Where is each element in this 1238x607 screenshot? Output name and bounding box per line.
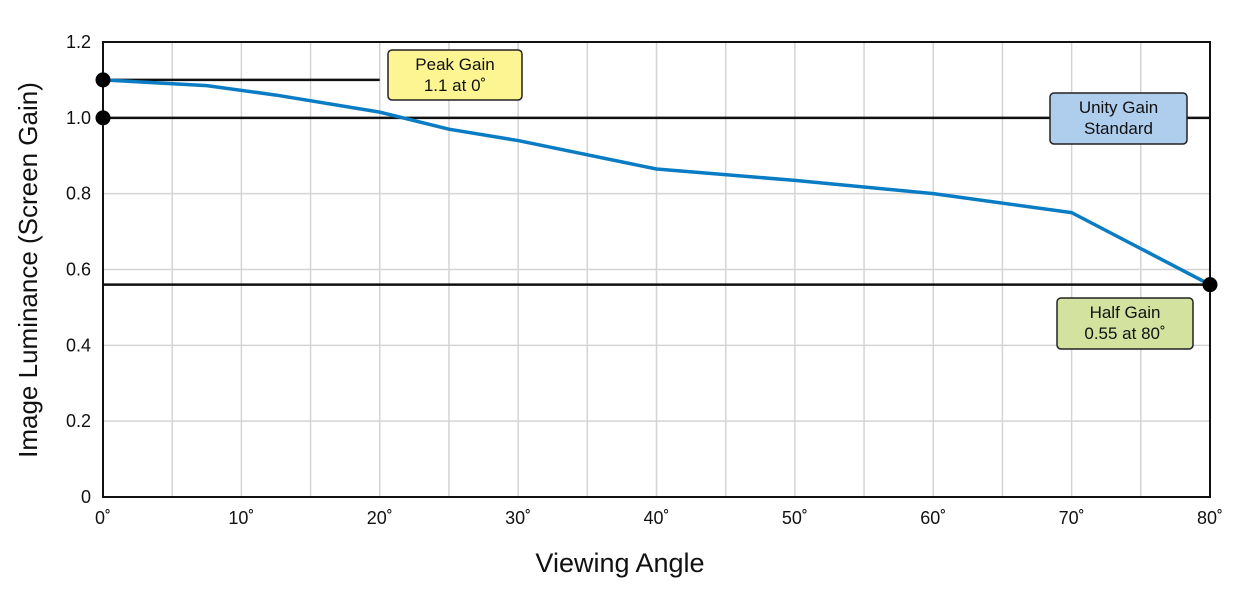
annotation-text: Half Gain <box>1090 303 1161 322</box>
annotation-text: Standard <box>1084 119 1153 138</box>
x-tick-label: 80˚ <box>1197 508 1223 528</box>
x-tick-label: 50˚ <box>782 508 808 528</box>
y-tick-label: 0.4 <box>66 335 91 355</box>
annotation-box <box>1056 297 1194 350</box>
x-tick-label: 10˚ <box>228 508 254 528</box>
y-tick-label: 1.0 <box>66 108 91 128</box>
annotation-box <box>1049 92 1188 145</box>
x-tick-label: 60˚ <box>920 508 946 528</box>
data-marker <box>95 110 111 126</box>
annotation-peak-gain: Peak Gain 1.1 at 0˚ <box>387 49 523 101</box>
series-line-screen-gain <box>102 78 1211 287</box>
annotation-text: Unity Gain <box>1079 98 1158 117</box>
x-tick-label: 20˚ <box>367 508 393 528</box>
annotation-box <box>387 49 523 101</box>
y-tick-label: 0.2 <box>66 411 91 431</box>
y-tick-label: 0.8 <box>66 184 91 204</box>
reference-lines <box>103 78 1210 286</box>
data-marker <box>1202 277 1218 293</box>
x-tick-label: 30˚ <box>505 508 531 528</box>
y-tick-labels: 0 0.2 0.4 0.6 0.8 1.0 1.2 <box>66 32 91 507</box>
x-tick-label: 40˚ <box>643 508 669 528</box>
x-tick-label: 70˚ <box>1059 508 1085 528</box>
y-axis-label: Image Luminance (Screen Gain) <box>13 82 43 458</box>
annotation-text: Peak Gain <box>415 55 494 74</box>
y-tick-label: 1.2 <box>66 32 91 52</box>
y-tick-label: 0.6 <box>66 260 91 280</box>
x-axis-label: Viewing Angle <box>535 548 704 578</box>
x-tick-label: 0˚ <box>95 508 111 528</box>
annotation-half-gain: Half Gain 0.55 at 80˚ <box>1056 297 1194 350</box>
annotation-text: 1.1 at 0˚ <box>424 76 486 95</box>
annotation-unity-gain: Unity Gain Standard <box>1049 92 1188 145</box>
annotation-text: 0.55 at 80˚ <box>1084 324 1165 343</box>
markers <box>95 72 1218 293</box>
plot-frame <box>102 41 1211 498</box>
annotations: Peak Gain 1.1 at 0˚ Unity Gain Standard Half… <box>387 49 1194 350</box>
y-tick-label: 0 <box>81 487 91 507</box>
data-marker <box>95 72 111 88</box>
grid <box>103 42 1210 497</box>
x-tick-labels: 0˚ 10˚ 20˚ 30˚ 40˚ 50˚ 60˚ 70˚ 80˚ <box>95 508 1223 528</box>
